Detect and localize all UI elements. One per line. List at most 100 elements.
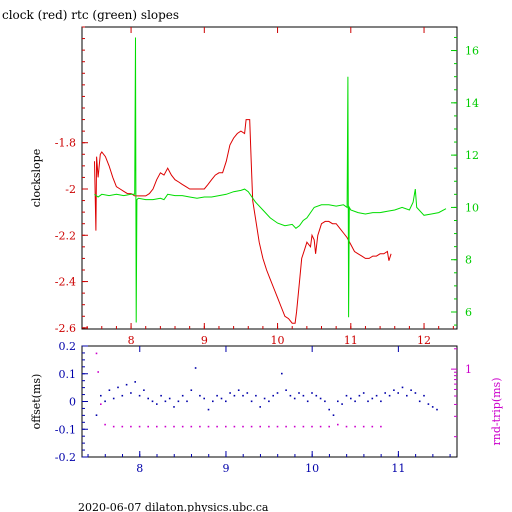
- y-tick-label: -2.6: [55, 322, 76, 335]
- y-axis-label: offset(ms): [30, 374, 43, 430]
- y2-tick-label: 10: [465, 201, 479, 214]
- offset-series-point: [371, 397, 374, 400]
- offset-series-point: [375, 394, 378, 397]
- offset-series-point: [354, 400, 356, 403]
- offset-series-point: [397, 392, 399, 394]
- round-trip-series-point: [207, 425, 210, 428]
- offset-series-point: [255, 394, 257, 397]
- offset-series-point: [186, 400, 188, 403]
- round-trip-series-point: [156, 425, 158, 428]
- offset-series-point: [138, 394, 141, 397]
- x-tick-label: 8: [128, 334, 135, 347]
- y-tick-label: -2.4: [55, 276, 76, 289]
- x-tick-label: 10: [271, 334, 285, 347]
- round-trip-series-point: [362, 425, 365, 428]
- offset-series-point: [246, 392, 249, 394]
- offset-series-point: [341, 403, 343, 405]
- y2-tick-label: 1: [465, 363, 472, 376]
- x-tick-label: 8: [136, 462, 143, 475]
- round-trip-series-point: [112, 425, 115, 428]
- y-tick-label: -0.1: [55, 423, 76, 436]
- footer-caption: 2020-06-07 dilaton.physics.ubc.ca: [78, 501, 269, 512]
- offset-series-point: [100, 394, 102, 397]
- offset-series-point: [125, 383, 128, 386]
- offset-series-point: [112, 397, 115, 400]
- offset-series-point: [367, 400, 369, 403]
- offset-series-point: [104, 400, 106, 403]
- round-trip-series-point: [242, 425, 244, 428]
- round-trip-series-point: [104, 423, 106, 426]
- offset-series-point: [337, 400, 339, 403]
- round-trip-series-point: [268, 425, 270, 428]
- offset-series-point: [134, 381, 136, 383]
- offset-series-point: [130, 392, 132, 394]
- round-trip-series-point: [285, 425, 287, 428]
- offset-series-point: [431, 406, 434, 408]
- clock-slope-series: [94, 119, 392, 324]
- offset-series-point: [380, 400, 382, 403]
- round-trip-series-point: [130, 425, 132, 428]
- offset-series-point: [406, 394, 408, 397]
- y2-tick-label: 16: [465, 45, 479, 58]
- offset-series-point: [410, 389, 412, 391]
- round-trip-series-point: [371, 425, 374, 428]
- offset-series-point: [220, 397, 223, 400]
- round-trip-series-point: [147, 425, 149, 428]
- y-tick-label: -1.8: [55, 137, 76, 150]
- x-tick-label: 11: [391, 462, 405, 475]
- offset-series-point: [108, 389, 111, 391]
- round-trip-series-point: [100, 403, 102, 405]
- offset-series-point: [324, 400, 326, 403]
- offset-series-point: [293, 397, 296, 400]
- offset-series-point: [151, 400, 154, 403]
- round-trip-series-point: [95, 352, 98, 355]
- round-trip-series-point: [181, 425, 184, 428]
- x-tick-label: 9: [222, 462, 229, 475]
- round-trip-series-point: [319, 425, 322, 428]
- offset-series-point: [436, 408, 438, 411]
- round-trip-series-point: [97, 371, 99, 373]
- offset-series-point: [345, 394, 348, 397]
- y-tick-label: 0.1: [59, 368, 77, 381]
- offset-series-point: [350, 397, 352, 400]
- x-tick-label: 9: [201, 334, 208, 347]
- offset-series-point: [199, 394, 201, 397]
- round-trip-series-point: [164, 425, 167, 428]
- round-trip-series-point: [337, 423, 339, 426]
- offset-series-point: [177, 400, 180, 403]
- offset-series-point: [281, 372, 283, 375]
- offset-series-point: [147, 397, 149, 400]
- offset-series-point: [95, 414, 98, 416]
- offset-series-point: [143, 389, 145, 391]
- offset-series-point: [225, 400, 227, 403]
- round-trip-series-point: [259, 425, 261, 428]
- round-trip-series-point: [199, 425, 201, 428]
- offset-series-point: [319, 397, 322, 400]
- offset-series-point: [164, 400, 167, 403]
- offset-series-point: [263, 397, 266, 400]
- offset-series-point: [233, 394, 236, 397]
- offset-series-point: [285, 389, 287, 391]
- round-trip-series-point: [293, 425, 296, 428]
- offset-series-point: [427, 403, 430, 405]
- round-trip-series-point: [173, 425, 175, 428]
- offset-series-point: [242, 394, 244, 397]
- offset-series-point: [315, 394, 318, 397]
- round-trip-series-point: [328, 425, 330, 428]
- offset-series-point: [414, 392, 417, 394]
- round-trip-series-point: [276, 425, 279, 428]
- round-trip-series-point: [250, 425, 253, 428]
- offset-series-point: [259, 406, 261, 408]
- offset-series-point: [332, 414, 335, 416]
- y2-tick-label: 6: [465, 306, 472, 319]
- offset-series-point: [207, 408, 210, 411]
- round-trip-series-point: [190, 425, 193, 428]
- round-trip-series-point: [354, 425, 356, 428]
- x-tick-label: 11: [344, 334, 358, 347]
- offset-series-point: [362, 392, 365, 394]
- offset-series-point: [216, 394, 218, 397]
- offset-series-point: [121, 394, 124, 397]
- round-trip-series-point: [311, 425, 313, 428]
- offset-series-point: [156, 403, 158, 405]
- offset-series-point: [384, 392, 386, 394]
